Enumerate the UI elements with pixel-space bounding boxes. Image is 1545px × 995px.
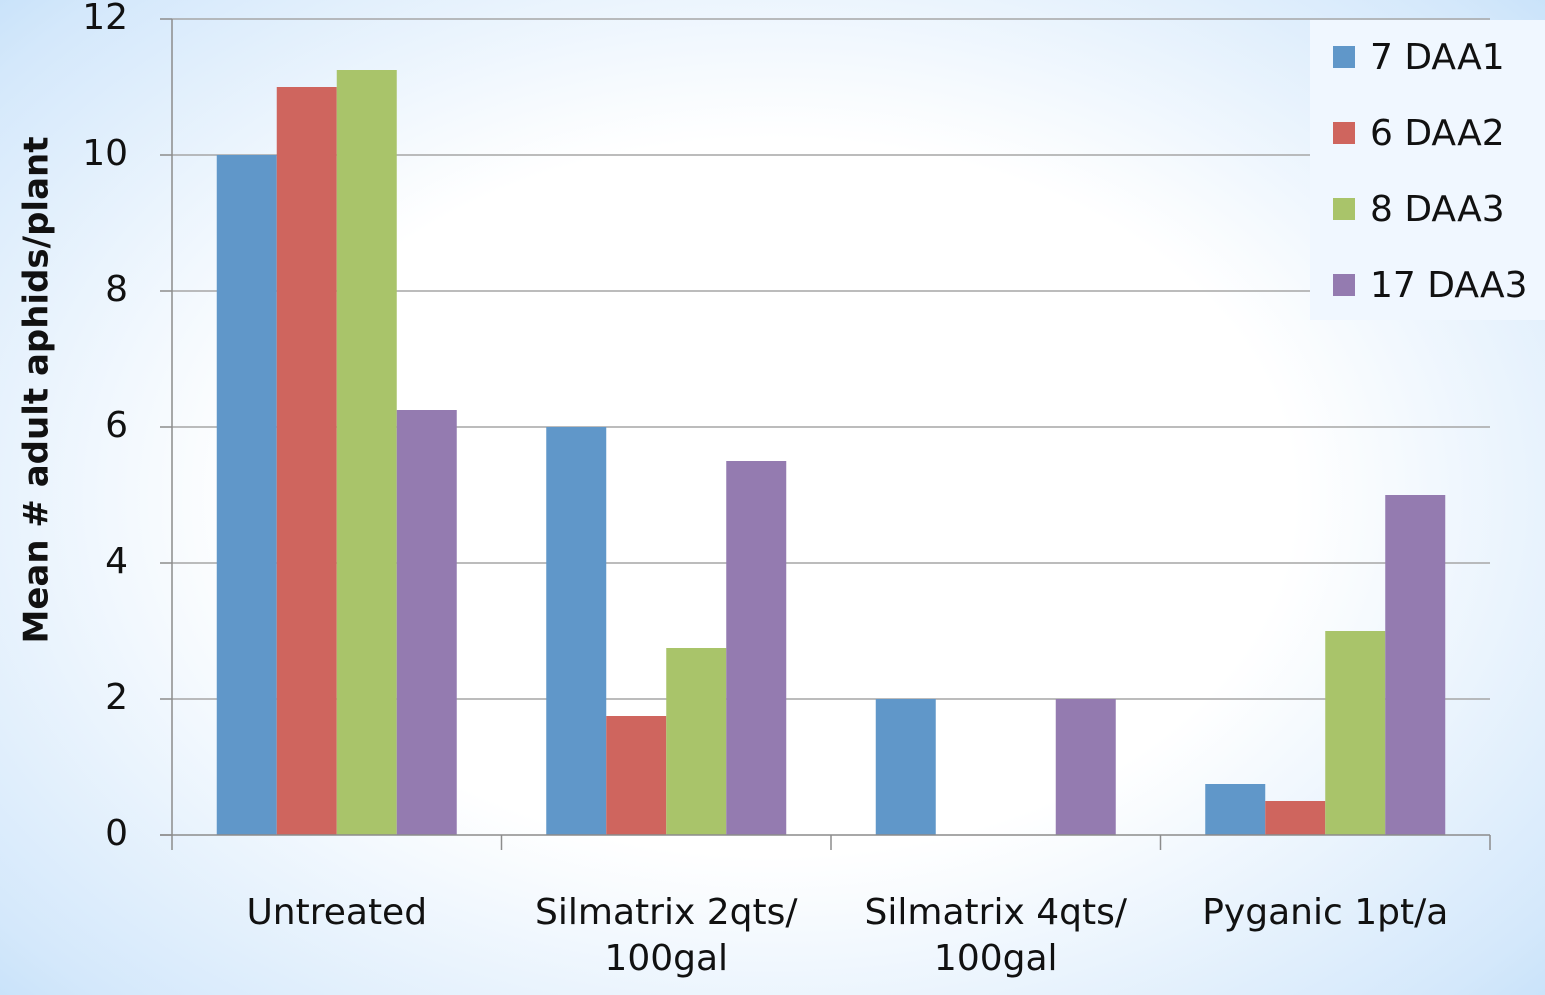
bar: [875, 699, 936, 835]
bar: [216, 155, 277, 835]
bar: [1205, 784, 1266, 835]
legend-swatch: [1333, 122, 1355, 144]
legend-label: 7 DAA1: [1370, 37, 1505, 78]
bar: [1385, 495, 1446, 835]
y-tick-label: 8: [105, 269, 128, 310]
bar: [1055, 699, 1116, 835]
y-axis-label: Mean # adult aphids/plant: [17, 137, 57, 644]
bar: [396, 410, 457, 835]
bar: [606, 716, 667, 835]
x-tick-label: Pyganic 1pt/a: [1202, 892, 1449, 933]
x-tick-label: Silmatrix 2qts/ 100gal: [535, 892, 798, 979]
y-tick-label: 10: [82, 133, 128, 174]
x-tick-label: Silmatrix 4qts/ 100gal: [864, 892, 1127, 979]
bar: [726, 461, 787, 835]
bar: [1325, 631, 1386, 835]
bar: [546, 427, 607, 835]
legend-swatch: [1333, 198, 1355, 220]
y-tick-label: 4: [105, 541, 128, 582]
bar: [1265, 801, 1326, 835]
y-tick-label: 12: [82, 0, 128, 38]
legend-label: 6 DAA2: [1370, 113, 1505, 154]
legend-label: 8 DAA3: [1370, 189, 1505, 230]
legend-box: [1310, 20, 1545, 320]
legend-swatch: [1333, 46, 1355, 68]
legend-label: 17 DAA3: [1370, 265, 1528, 306]
bar: [276, 87, 337, 835]
bar: [336, 70, 397, 835]
bar: [666, 648, 727, 835]
y-tick-label: 2: [105, 677, 128, 718]
y-tick-label: 0: [105, 813, 128, 854]
y-tick-label: 6: [105, 405, 128, 446]
legend-swatch: [1333, 274, 1355, 296]
x-tick-label: Untreated: [246, 892, 428, 933]
